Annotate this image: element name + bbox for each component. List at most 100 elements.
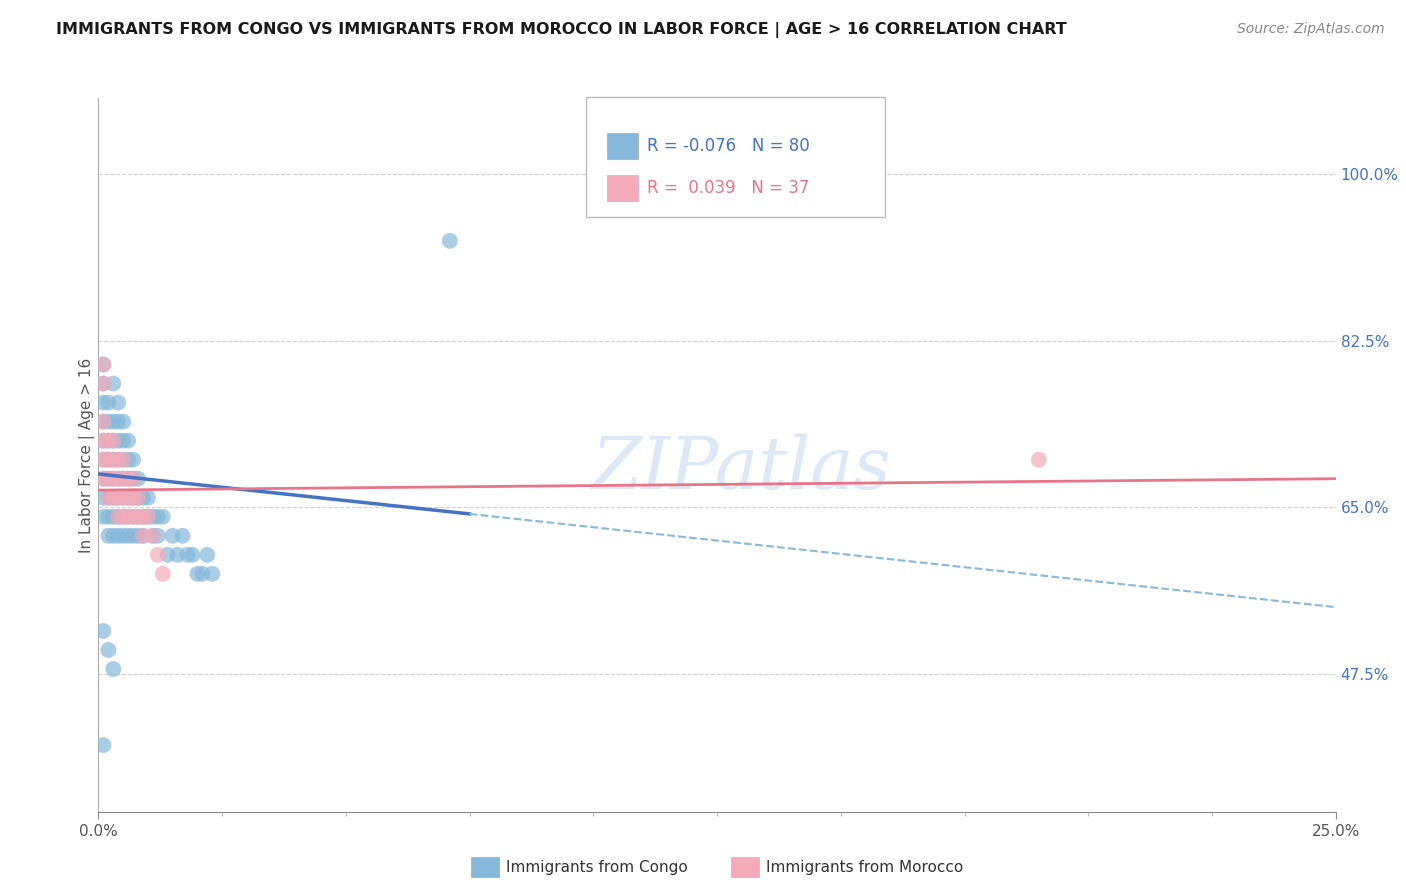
Text: R = -0.076   N = 80: R = -0.076 N = 80	[647, 137, 810, 155]
Point	[166, 548, 188, 562]
Point	[93, 509, 115, 524]
Point	[93, 434, 115, 448]
Point	[107, 472, 129, 486]
Point	[97, 472, 120, 486]
Point	[93, 452, 115, 467]
Point	[136, 491, 159, 505]
Text: IMMIGRANTS FROM CONGO VS IMMIGRANTS FROM MOROCCO IN LABOR FORCE | AGE > 16 CORRE: IMMIGRANTS FROM CONGO VS IMMIGRANTS FROM…	[56, 22, 1067, 38]
Point	[97, 491, 120, 505]
Point	[136, 509, 159, 524]
Point	[112, 434, 135, 448]
Point	[97, 395, 120, 409]
Point	[201, 566, 224, 581]
Point	[117, 434, 139, 448]
Point	[107, 434, 129, 448]
Point	[93, 452, 115, 467]
Point	[103, 376, 125, 391]
Text: Immigrants from Congo: Immigrants from Congo	[506, 860, 688, 874]
Point	[103, 452, 125, 467]
Point	[122, 472, 145, 486]
Point	[122, 529, 145, 543]
Point	[103, 491, 125, 505]
Point	[103, 509, 125, 524]
Point	[107, 491, 129, 505]
Point	[112, 472, 135, 486]
Point	[122, 491, 145, 505]
Point	[181, 548, 204, 562]
Point	[112, 452, 135, 467]
Point	[117, 529, 139, 543]
Point	[97, 434, 120, 448]
Point	[122, 452, 145, 467]
Point	[136, 509, 159, 524]
Point	[127, 509, 149, 524]
Point	[97, 434, 120, 448]
Point	[93, 472, 115, 486]
Point	[93, 472, 115, 486]
Point	[117, 509, 139, 524]
Point	[112, 529, 135, 543]
Point	[186, 566, 208, 581]
Point	[191, 566, 214, 581]
Point	[117, 491, 139, 505]
Point	[103, 434, 125, 448]
Y-axis label: In Labor Force | Age > 16: In Labor Force | Age > 16	[79, 358, 96, 552]
Point	[93, 415, 115, 429]
Point	[162, 529, 184, 543]
Point	[142, 509, 165, 524]
Point	[127, 491, 149, 505]
Point	[146, 509, 169, 524]
Point	[132, 509, 155, 524]
Point	[93, 358, 115, 372]
Point	[112, 452, 135, 467]
Point	[156, 548, 179, 562]
Point	[152, 566, 174, 581]
Point	[103, 472, 125, 486]
Point	[132, 491, 155, 505]
Point	[152, 509, 174, 524]
Point	[93, 376, 115, 391]
Point	[107, 452, 129, 467]
Point	[97, 415, 120, 429]
Point	[97, 452, 120, 467]
Point	[103, 452, 125, 467]
Point	[93, 738, 115, 752]
Point	[1028, 452, 1050, 467]
Point	[122, 509, 145, 524]
Point	[93, 376, 115, 391]
Point	[93, 434, 115, 448]
Point	[97, 509, 120, 524]
Point	[112, 415, 135, 429]
Point	[97, 491, 120, 505]
Point	[112, 509, 135, 524]
Point	[127, 491, 149, 505]
Point	[107, 529, 129, 543]
Point	[103, 662, 125, 676]
Point	[127, 509, 149, 524]
Point	[146, 548, 169, 562]
Point	[122, 509, 145, 524]
Point	[127, 472, 149, 486]
Point	[103, 415, 125, 429]
Point	[107, 395, 129, 409]
Point	[122, 472, 145, 486]
Point	[107, 509, 129, 524]
Point	[112, 491, 135, 505]
Point	[107, 472, 129, 486]
Point	[117, 509, 139, 524]
Point	[97, 452, 120, 467]
Point	[127, 529, 149, 543]
Point	[132, 529, 155, 543]
Point	[142, 529, 165, 543]
Point	[117, 472, 139, 486]
Point	[107, 452, 129, 467]
Point	[132, 509, 155, 524]
Point	[93, 491, 115, 505]
Point	[107, 491, 129, 505]
Text: Immigrants from Morocco: Immigrants from Morocco	[766, 860, 963, 874]
Point	[93, 395, 115, 409]
Point	[117, 472, 139, 486]
Point	[142, 529, 165, 543]
Point	[195, 548, 218, 562]
Point	[107, 415, 129, 429]
